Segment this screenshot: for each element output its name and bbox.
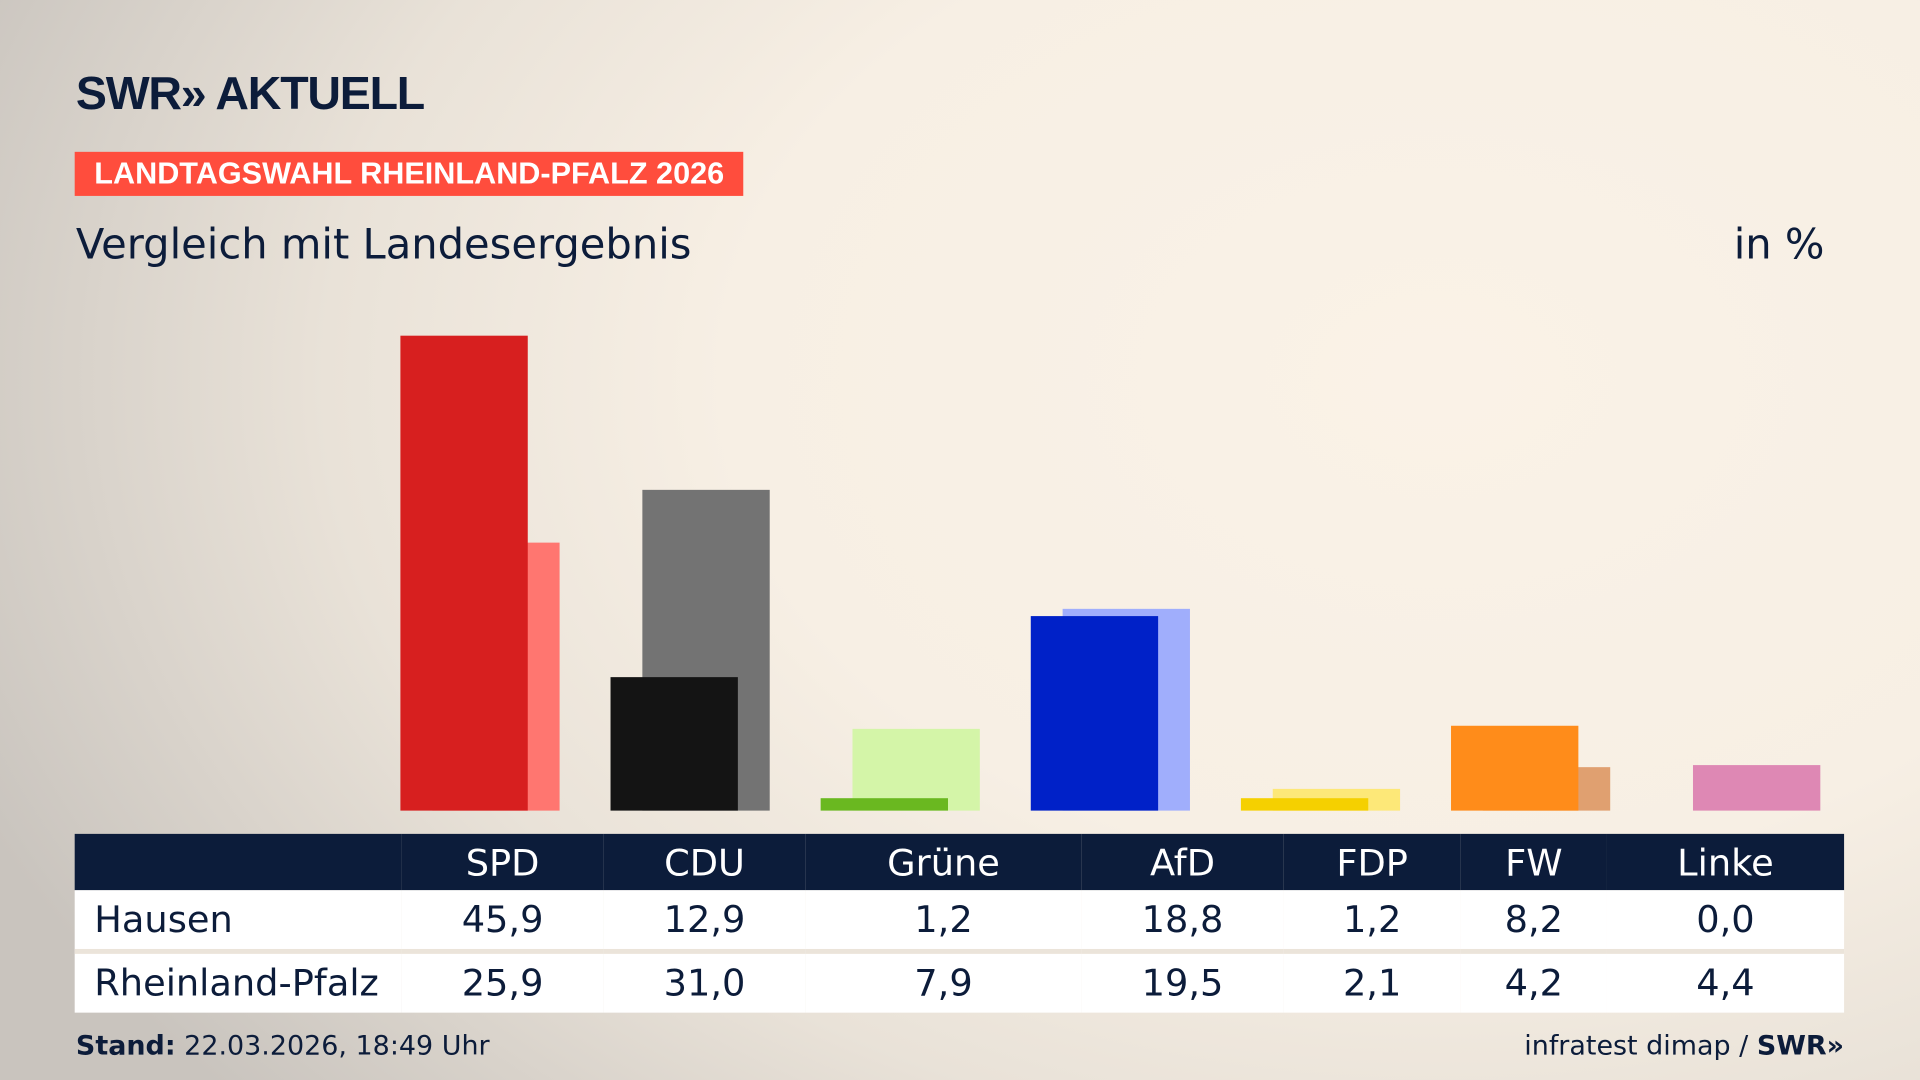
row-label: Hausen xyxy=(94,898,233,942)
party-header: Grüne xyxy=(887,842,1000,886)
stand-value: 22.03.2026, 18:49 Uhr xyxy=(175,1031,490,1062)
election-badge: LANDTAGSWAHL RHEINLAND-PFALZ 2026 xyxy=(74,151,744,196)
value-cell: 2,1 xyxy=(1342,961,1402,1005)
bar-fdp-local xyxy=(1240,798,1369,811)
party-header: FW xyxy=(1505,842,1563,886)
bar-spd-local xyxy=(400,335,528,811)
value-cell: 19,5 xyxy=(1141,961,1224,1005)
stand-label: Stand: xyxy=(75,1031,176,1062)
value-cell: 4,2 xyxy=(1504,961,1564,1005)
value-cell: 7,9 xyxy=(914,961,973,1005)
results-table: SPD CDU Grüne AfD FDP FW Linke Hausen 45,9 12,9 1… xyxy=(74,833,1845,1013)
value-cell: 4,4 xyxy=(1696,961,1755,1005)
bar-grüne-local xyxy=(820,798,949,811)
value-cell: 45,9 xyxy=(461,898,544,942)
swr-aktuell-logo: SWR» AKTUELL xyxy=(75,68,425,121)
value-cell: 0,0 xyxy=(1696,898,1755,942)
party-header: Linke xyxy=(1677,842,1774,886)
value-cell: 18,8 xyxy=(1141,898,1224,942)
value-cell: 31,0 xyxy=(663,961,746,1005)
party-header: AfD xyxy=(1149,842,1216,886)
bar-fw-local xyxy=(1451,725,1579,811)
value-cell: 1,2 xyxy=(914,898,973,942)
value-cell: 25,9 xyxy=(461,961,544,1005)
value-cell: 12,9 xyxy=(663,898,746,942)
source-text: infratest dimap / xyxy=(1524,1031,1757,1062)
swr-logo: SWR» xyxy=(1756,1031,1845,1062)
value-cell: 8,2 xyxy=(1504,898,1564,942)
party-header: CDU xyxy=(664,842,745,886)
source: infratest dimap / SWR» xyxy=(1524,1031,1844,1062)
value-cell: 1,2 xyxy=(1342,898,1402,942)
bar-linke-state xyxy=(1692,765,1821,811)
header-empty xyxy=(75,834,402,890)
chart-subtitle: Vergleich mit Landesergebnis xyxy=(75,220,692,270)
table-row: Rheinland-Pfalz 25,9 31,0 7,9 19,5 2,1 4,2 4,4 xyxy=(74,951,1845,1013)
row-label: Rheinland-Pfalz xyxy=(94,961,379,1005)
table-row: Hausen 45,9 12,9 1,2 18,8 1,2 8,2 0,0 xyxy=(74,890,1845,952)
table-header: SPD CDU Grüne AfD FDP FW Linke xyxy=(74,833,1845,891)
bar-grüne-state xyxy=(852,728,980,811)
party-header: SPD xyxy=(465,842,540,886)
unit-label: in % xyxy=(1733,220,1825,270)
party-header: FDP xyxy=(1336,842,1408,886)
bar-cdu-local xyxy=(610,677,738,811)
timestamp: Stand: 22.03.2026, 18:49 Uhr xyxy=(76,1031,490,1062)
bar-afd-local xyxy=(1030,616,1159,811)
